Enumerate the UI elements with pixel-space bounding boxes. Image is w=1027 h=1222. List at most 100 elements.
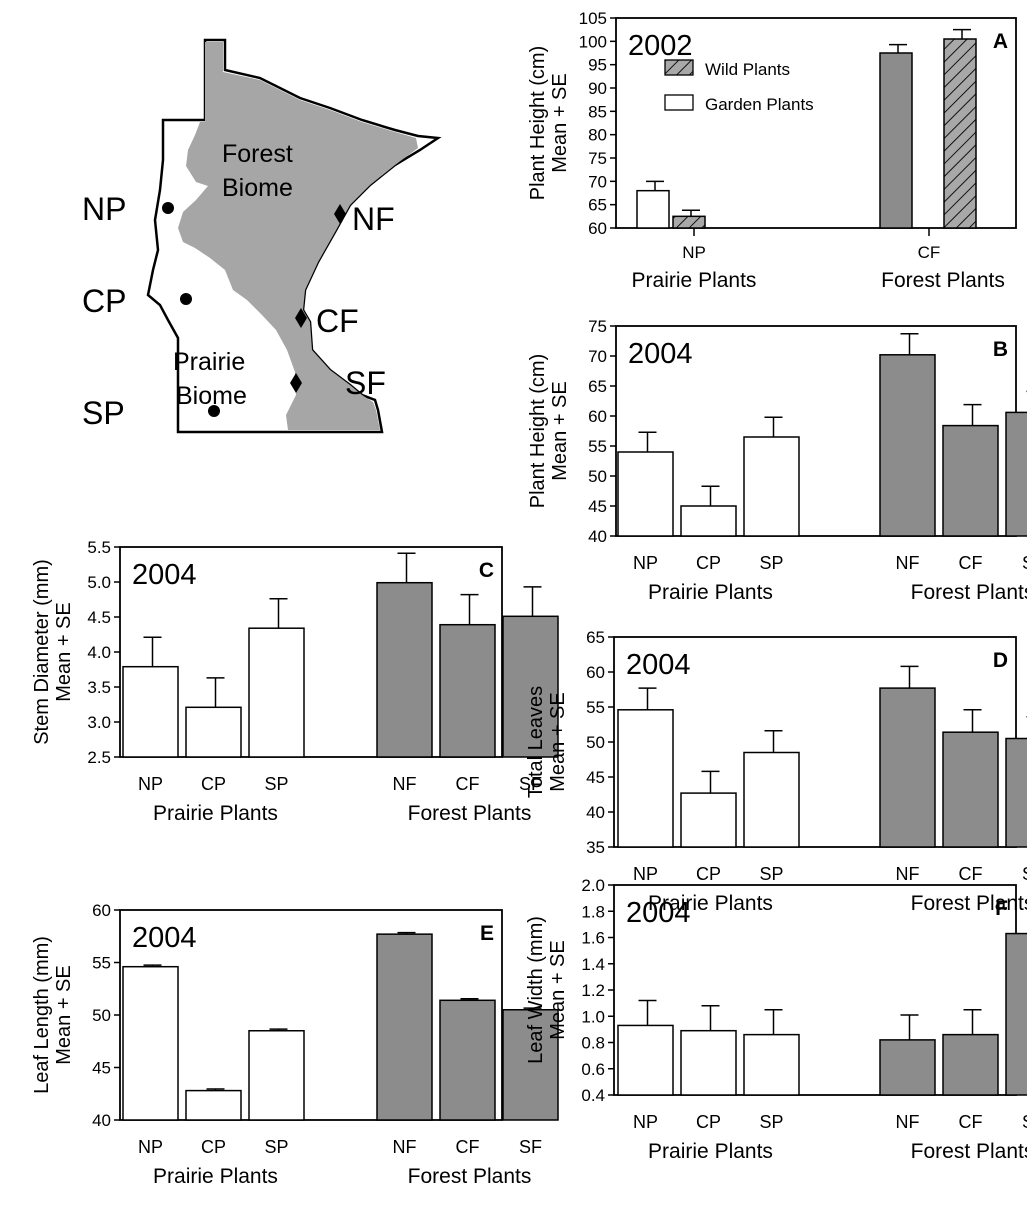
x-tick-label: SF	[519, 774, 542, 794]
chart-panel-d: 35 40 45 50 55 60 65 Total Leaves Mean + SE 2004 D…	[525, 628, 1027, 915]
panel-letter: C	[479, 559, 494, 582]
x-tick-label: NP	[138, 1137, 163, 1157]
year-label: 2004	[132, 559, 197, 591]
y-tick-label: 50	[586, 733, 605, 752]
y-tick-label: 65	[586, 628, 605, 647]
y-tick-label: 100	[579, 32, 607, 51]
bar-nf	[879, 1039, 936, 1096]
site-marker-sp	[208, 405, 220, 417]
group-label-forest: Forest Plants	[911, 581, 1027, 604]
y-tick-label: 50	[92, 1006, 111, 1025]
bar-sf	[1005, 411, 1027, 537]
y-tick-label: 70	[588, 172, 607, 191]
y-tick-label: 1.0	[581, 1007, 605, 1026]
bar-sf	[1005, 932, 1027, 1096]
site-label-cp: CP	[82, 283, 126, 319]
y-tick-label: 3.0	[87, 713, 111, 732]
y-tick-label: 1.4	[581, 955, 605, 974]
legend-label-wild: Wild Plants	[705, 60, 790, 79]
x-tick-label: CF	[456, 774, 480, 794]
y-tick-label: 40	[588, 527, 607, 546]
y-axis-subtitle: Mean + SE	[53, 602, 75, 702]
plot-frame	[615, 17, 1017, 229]
y-axis-title: Plant Height (cm)	[527, 46, 549, 201]
bar-cp	[680, 792, 737, 848]
bar-cp	[185, 1089, 242, 1121]
y-tick-label: 0.4	[581, 1086, 605, 1105]
bar-np	[617, 1024, 674, 1096]
y-axis-title: Plant Height (cm)	[527, 354, 549, 509]
bar-np	[122, 665, 179, 758]
chart-panel-b: 40 45 50 55 60 65 70 75 Plant Height (cm) Mean + …	[527, 317, 1027, 604]
forest-biome-label-line2: Biome	[222, 174, 293, 202]
x-tick-label: CP	[201, 774, 226, 794]
y-tick-label: 105	[579, 9, 607, 28]
x-tick-label: CP	[696, 864, 721, 884]
y-tick-label: 4.5	[87, 608, 111, 627]
x-tick-label: SF	[519, 1137, 542, 1157]
y-tick-label: 1.2	[581, 981, 605, 1000]
x-tick-label: SF	[1022, 553, 1027, 573]
group-label-prairie: Prairie Plants	[153, 1165, 278, 1188]
y-tick-label: 3.5	[87, 678, 111, 697]
y-tick-label: 40	[92, 1111, 111, 1130]
y-tick-label: 40	[586, 803, 605, 822]
y-tick-label: 0.8	[581, 1034, 605, 1053]
y-tick-label: 55	[586, 698, 605, 717]
y-axis-subtitle: Mean + SE	[549, 381, 571, 481]
y-tick-label: 35	[586, 838, 605, 857]
bar-sp	[743, 751, 800, 848]
group-label-forest: Forest Plants	[911, 1140, 1027, 1163]
group-label-forest: Forest Plants	[408, 1165, 532, 1188]
prairie-biome-label-line1: Prairie	[173, 348, 245, 376]
x-tick-label: NP	[138, 774, 163, 794]
x-tick-label: CF	[959, 1112, 983, 1132]
y-tick-label: 75	[588, 149, 607, 168]
y-tick-label: 0.6	[581, 1060, 605, 1079]
legend-swatch-garden	[664, 94, 694, 111]
forest-biome-label-line1: Forest	[222, 140, 293, 168]
x-tick-label: NP	[633, 553, 658, 573]
legend-label-garden: Garden Plants	[705, 95, 814, 114]
x-tick-label: SP	[759, 553, 783, 573]
bar-cf	[439, 999, 496, 1121]
bar-sf	[1005, 737, 1027, 848]
x-tick-label: NF	[896, 553, 920, 573]
chart-panel-c: 2.5 3.0 3.5 4.0 4.5 5.0 5.5 Stem Diameter (mm) M…	[31, 538, 559, 825]
x-tick-label: CP	[696, 1112, 721, 1132]
bar-nf	[376, 933, 433, 1121]
bar-np	[636, 189, 670, 229]
minnesota-map: Forest Biome Prairie Biome NP NF CP CF S…	[82, 38, 442, 434]
y-tick-label: 65	[588, 377, 607, 396]
y-tick-label: 2.0	[581, 876, 605, 895]
legend: Wild Plants Garden Plants	[664, 59, 814, 114]
bar-cf	[942, 424, 999, 537]
x-tick-label: SF	[1022, 864, 1027, 884]
bar-sp	[743, 1033, 800, 1096]
group-label-prairie: Prairie Plants	[648, 1140, 773, 1163]
y-axis-title: Leaf Width (mm)	[525, 916, 547, 1064]
group-label-prairie: Prairie Plants	[648, 581, 773, 604]
y-tick-label: 45	[92, 1059, 111, 1078]
panel-letter: E	[480, 922, 494, 945]
y-tick-label: 4.0	[87, 643, 111, 662]
group-label-prairie: Prairie Plants	[648, 892, 773, 915]
site-marker-sf	[290, 373, 302, 393]
x-tick-label: NP	[633, 864, 658, 884]
legend-swatch-wild	[664, 59, 694, 76]
y-tick-label: 75	[588, 317, 607, 336]
panel-letter: B	[993, 338, 1008, 361]
y-tick-label: 90	[588, 79, 607, 98]
year-label: 2004	[626, 649, 691, 681]
year-label: 2004	[628, 338, 693, 370]
prairie-biome-label-line2: Biome	[176, 382, 247, 410]
group-label-forest: Forest Plants	[911, 892, 1027, 915]
x-tick-label: CP	[696, 553, 721, 573]
bar-cf	[942, 1033, 999, 1096]
y-axis-title: Total Leaves	[525, 686, 547, 798]
x-tick-label: NP	[682, 243, 706, 262]
x-tick-label: CF	[918, 243, 941, 262]
y-tick-label: 65	[588, 196, 607, 215]
